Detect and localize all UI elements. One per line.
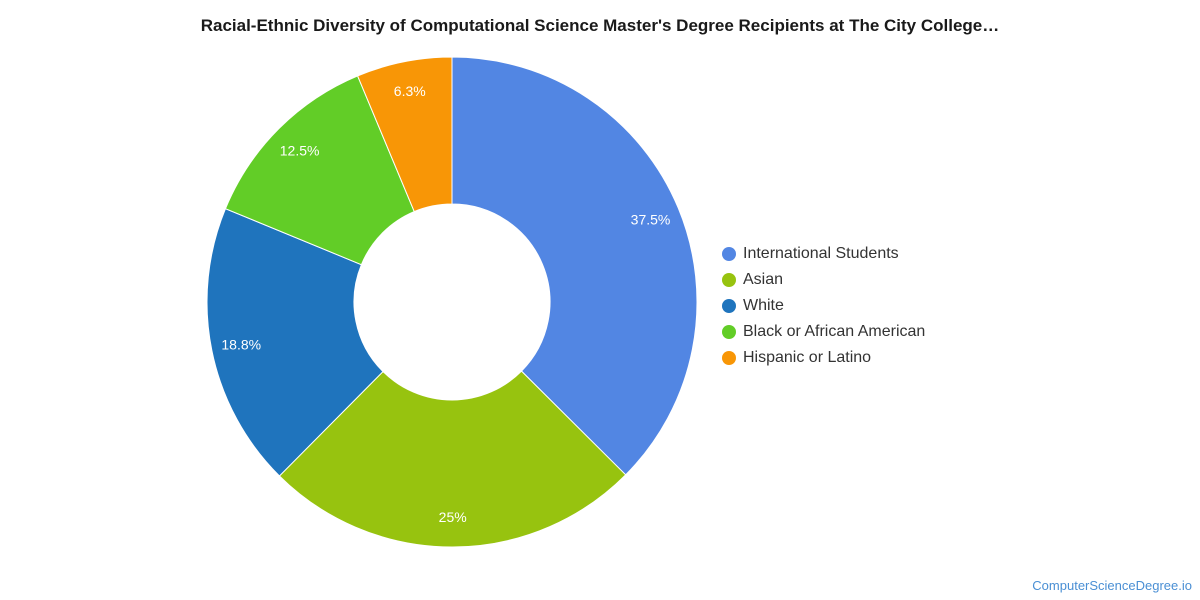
legend-label: Black or African American <box>743 323 926 340</box>
legend-swatch <box>722 273 736 287</box>
slice-label-international-students: 37.5% <box>631 211 671 227</box>
slice-black-or-african-american <box>224 75 415 266</box>
slice-label-white: 18.8% <box>221 337 261 353</box>
legend-swatch <box>722 325 736 339</box>
legend: International Students Asian White Black or… <box>722 241 925 371</box>
legend-item-hispanic-or-latino: Hispanic or Latino <box>722 345 925 371</box>
slice-international-students <box>451 56 698 476</box>
legend-item-international-students: International Students <box>722 241 925 267</box>
legend-label: International Students <box>743 245 899 262</box>
slice-label-hispanic-or-latino: 6.3% <box>394 83 426 99</box>
legend-item-black-or-african-american: Black or African American <box>722 319 925 345</box>
chart-title: Racial-Ethnic Diversity of Computational… <box>200 16 1000 35</box>
legend-label: Hispanic or Latino <box>743 349 872 366</box>
slice-label-asian: 25% <box>439 509 467 525</box>
slice-hispanic-or-latino <box>356 56 453 213</box>
slice-label-black-or-african-american: 12.5% <box>280 142 320 158</box>
legend-item-asian: Asian <box>722 267 925 293</box>
legend-swatch <box>722 351 736 365</box>
legend-label: Asian <box>743 271 784 288</box>
source-credit: ComputerScienceDegree.io <box>1032 578 1192 593</box>
slice-white <box>206 208 384 477</box>
legend-item-white: White <box>722 293 925 319</box>
legend-swatch <box>722 247 736 261</box>
legend-swatch <box>722 299 736 313</box>
slice-asian <box>278 370 627 548</box>
legend-label: White <box>743 297 784 314</box>
